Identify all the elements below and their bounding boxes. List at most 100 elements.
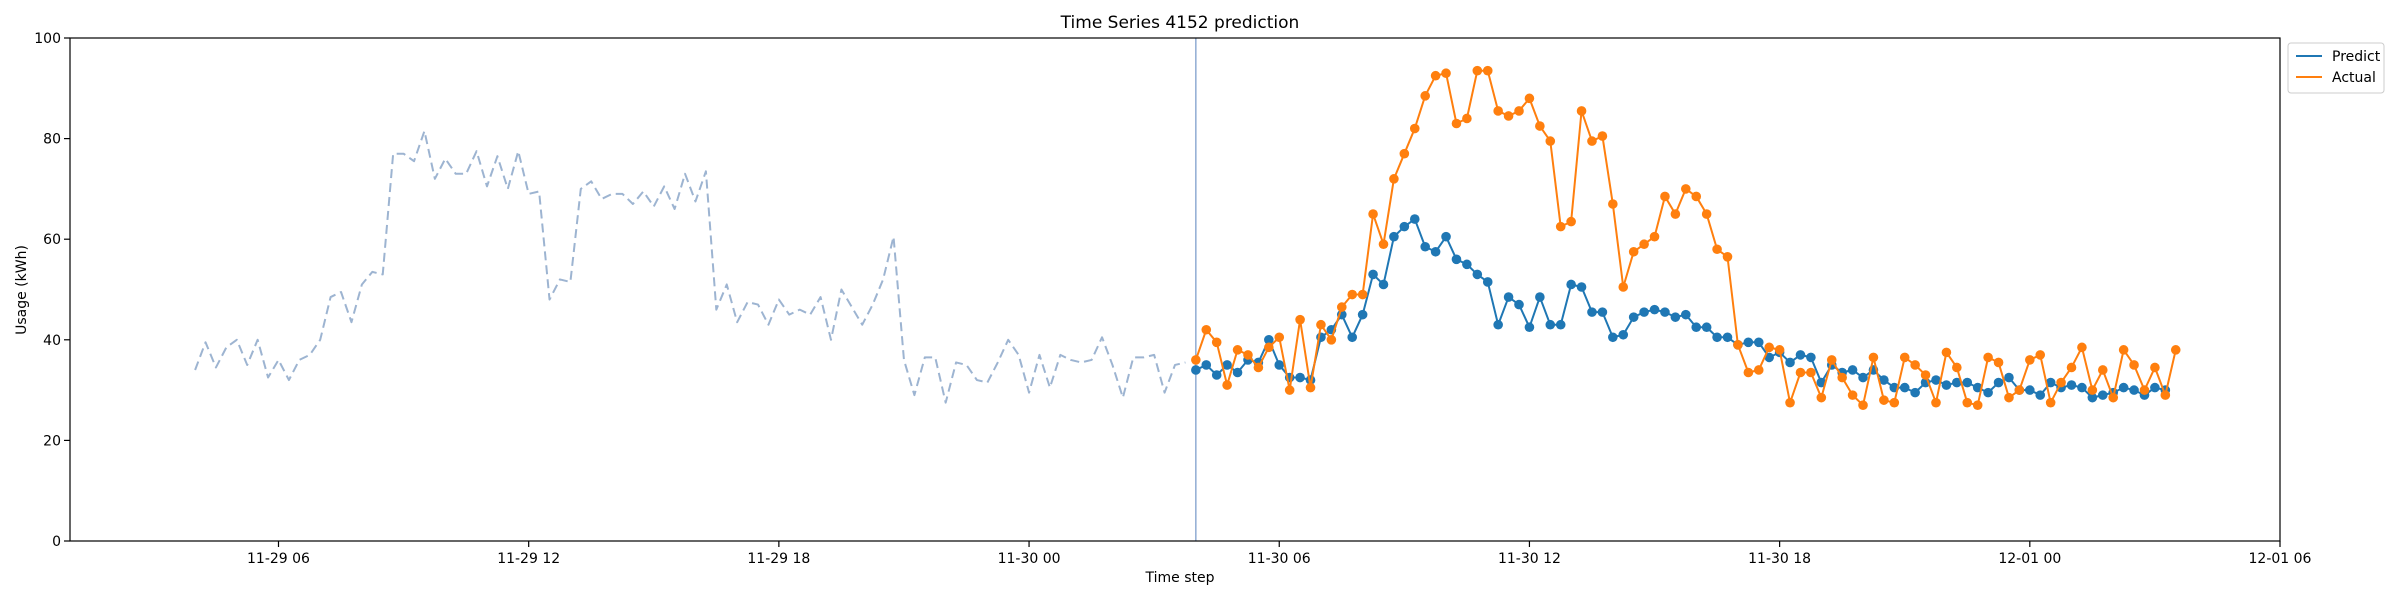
data-point-predict xyxy=(1347,332,1358,343)
data-point-actual xyxy=(1618,282,1629,292)
data-point-predict xyxy=(2077,382,2087,393)
data-point-predict xyxy=(2097,390,2108,400)
data-point-actual xyxy=(1993,357,2004,368)
data-point-predict xyxy=(1378,279,1389,290)
data-point-predict xyxy=(1389,231,1399,242)
data-point-predict xyxy=(1524,322,1535,333)
data-point-predict xyxy=(1670,312,1681,322)
data-point-predict xyxy=(1566,279,1576,290)
data-point-predict xyxy=(1409,214,1420,224)
data-point-actual xyxy=(1472,65,1483,76)
data-point-predict xyxy=(1952,377,1962,388)
data-point-actual xyxy=(2025,355,2035,365)
data-point-actual xyxy=(1701,209,1712,219)
data-point-actual xyxy=(1628,246,1639,257)
data-point-predict xyxy=(1931,375,1941,385)
data-point-actual xyxy=(1420,91,1430,101)
data-point-actual xyxy=(1555,221,1566,232)
data-point-actual xyxy=(2160,390,2171,400)
data-point-actual xyxy=(1243,350,1253,360)
data-point-actual xyxy=(1889,397,1900,408)
data-point-actual xyxy=(1336,302,1347,312)
y-tick-label: 0 xyxy=(52,534,61,550)
data-point-actual xyxy=(2170,345,2181,355)
data-point-actual xyxy=(1712,244,1722,255)
x-tick-label: 11-29 06 xyxy=(247,551,310,567)
data-point-actual xyxy=(2077,342,2087,353)
axes: 0 20 40 60 80 100 11-29 06 11-29 12 11-29 18 11-3… xyxy=(34,31,2311,567)
series-line-history xyxy=(194,130,1186,404)
data-point-actual xyxy=(1795,367,1806,378)
data-point-actual xyxy=(1389,174,1399,184)
data-point-actual xyxy=(1201,324,1212,335)
y-tick-label: 20 xyxy=(43,433,61,449)
data-point-actual xyxy=(1858,400,1868,410)
data-point-actual xyxy=(1514,106,1524,116)
x-tick-label: 12-01 06 xyxy=(2249,551,2312,567)
data-point-predict xyxy=(1430,246,1441,257)
data-point-predict xyxy=(1941,380,1952,390)
data-point-actual xyxy=(2150,362,2160,373)
data-point-predict xyxy=(1295,372,1305,383)
data-point-predict xyxy=(1420,241,1430,252)
data-point-actual xyxy=(1910,360,1920,370)
data-point-actual xyxy=(1660,191,1670,202)
data-point-predict xyxy=(1795,350,1806,360)
data-point-predict xyxy=(1628,312,1639,322)
data-point-predict xyxy=(1545,319,1556,330)
data-point-actual xyxy=(1681,184,1691,194)
data-point-actual xyxy=(1639,239,1649,250)
data-point-actual xyxy=(1326,335,1337,345)
data-point-actual xyxy=(1264,342,1274,353)
data-point-actual xyxy=(1587,136,1597,146)
data-point-predict xyxy=(1576,282,1587,292)
x-tick-label: 11-30 12 xyxy=(1498,551,1561,567)
legend-label-actual: Actual xyxy=(2332,70,2376,86)
data-point-actual xyxy=(1733,340,1743,350)
data-point-predict xyxy=(1503,292,1514,302)
data-point-predict xyxy=(1691,322,1702,333)
data-point-actual xyxy=(1535,121,1545,131)
data-point-predict xyxy=(1232,367,1243,378)
data-point-actual xyxy=(1295,314,1305,325)
data-point-predict xyxy=(1847,365,1858,375)
data-point-actual xyxy=(1785,397,1795,408)
data-point-actual xyxy=(1284,385,1295,395)
data-point-predict xyxy=(1462,259,1472,270)
data-point-predict xyxy=(1649,304,1660,315)
data-point-predict xyxy=(1753,337,1764,348)
x-tick-label: 11-30 00 xyxy=(998,551,1061,567)
data-point-actual xyxy=(1347,289,1358,300)
data-point-actual xyxy=(1868,352,1879,363)
data-point-actual xyxy=(1253,362,1264,373)
data-point-predict xyxy=(1191,365,1201,375)
data-point-predict xyxy=(1681,309,1691,320)
data-point-actual xyxy=(1430,70,1441,81)
data-point-actual xyxy=(1441,68,1451,79)
data-point-actual xyxy=(1451,118,1462,129)
data-point-predict xyxy=(1482,277,1493,287)
data-point-predict xyxy=(2087,392,2098,403)
data-point-actual xyxy=(1962,397,1973,408)
x-tick-label: 11-29 12 xyxy=(497,551,560,567)
data-point-actual xyxy=(2139,385,2150,395)
data-point-actual xyxy=(1764,342,1774,353)
x-tick-label: 11-29 18 xyxy=(747,551,810,567)
data-point-predict xyxy=(1743,337,1754,348)
data-point-actual xyxy=(1837,372,1847,383)
data-point-actual xyxy=(1597,131,1608,141)
legend: Predict Actual xyxy=(2287,42,2385,94)
data-point-actual xyxy=(1806,367,1816,378)
data-point-actual xyxy=(1649,231,1660,242)
data-point-predict xyxy=(1785,357,1795,368)
data-point-actual xyxy=(1524,93,1535,104)
data-point-predict xyxy=(1201,360,1212,370)
data-point-predict xyxy=(1962,377,1973,388)
data-point-predict xyxy=(1722,332,1733,343)
data-point-actual xyxy=(1691,191,1702,202)
data-point-actual xyxy=(1816,392,1827,403)
data-point-actual xyxy=(1920,370,1931,380)
data-point-actual xyxy=(1316,319,1326,330)
